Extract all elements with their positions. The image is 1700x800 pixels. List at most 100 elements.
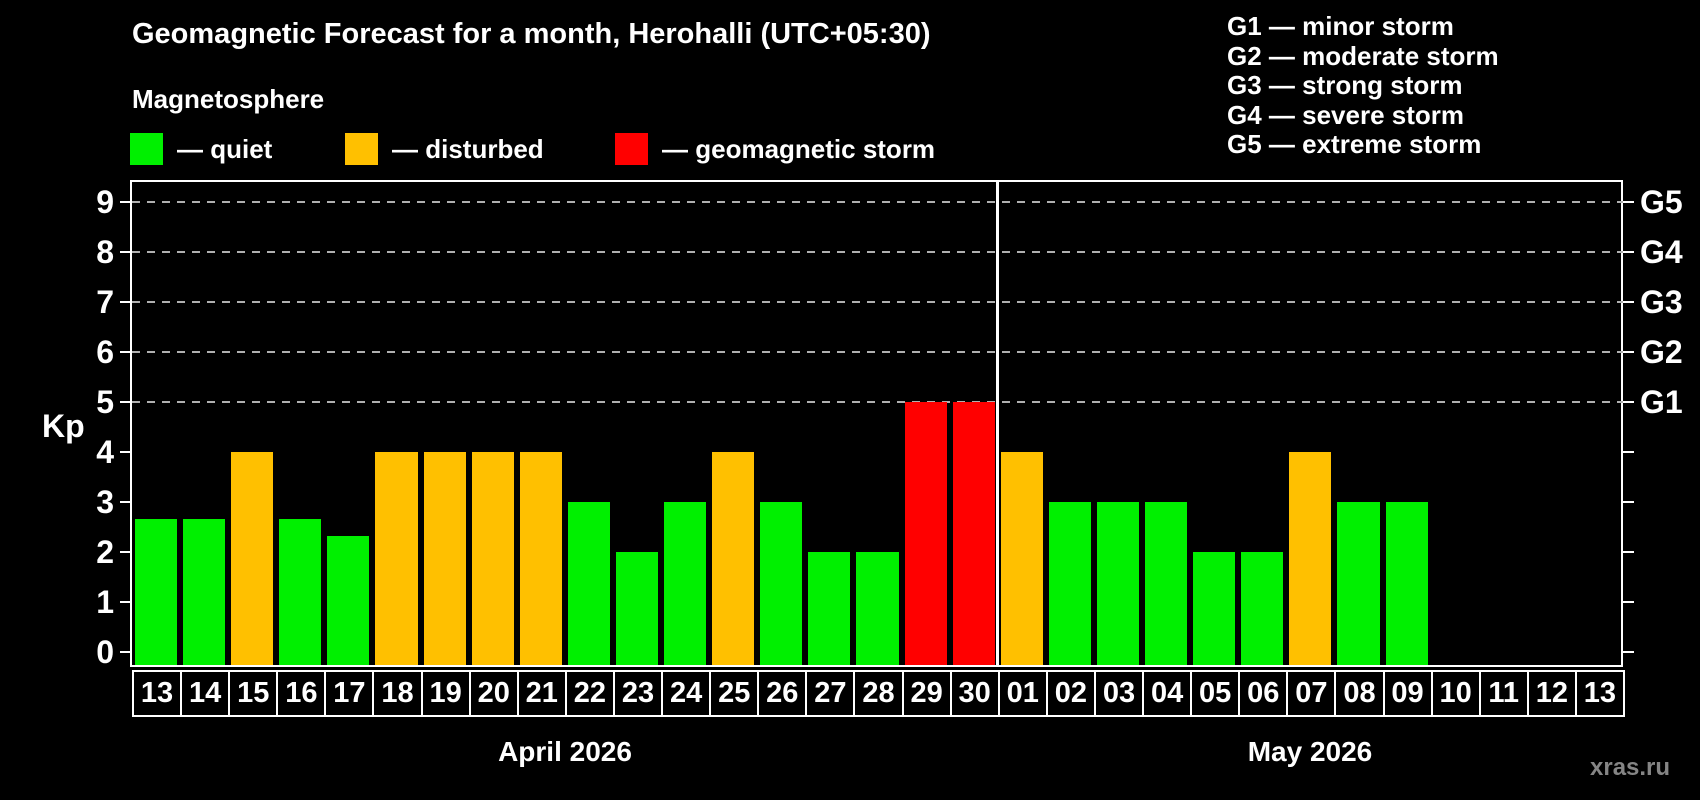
kp-bar bbox=[1337, 502, 1380, 665]
gridline-kp-5 bbox=[132, 401, 1623, 403]
g-level-label-g1: G1 bbox=[1640, 384, 1683, 420]
kp-axis-label: Kp bbox=[42, 408, 85, 444]
day-label-cell: 22 bbox=[564, 670, 615, 717]
gridline-kp-7 bbox=[132, 301, 1623, 303]
kp-bar bbox=[1000, 452, 1043, 665]
kp-bar bbox=[183, 518, 226, 665]
kp-bar bbox=[664, 502, 707, 665]
y-axis-tick bbox=[120, 401, 131, 403]
day-label-cell: 11 bbox=[1478, 670, 1529, 717]
y-tick-label: 0 bbox=[96, 634, 114, 670]
kp-bar bbox=[279, 518, 322, 665]
day-label-cell: 04 bbox=[1142, 670, 1193, 717]
day-label-cell: 03 bbox=[1093, 670, 1145, 717]
y-tick-label: 5 bbox=[96, 384, 114, 420]
kp-bar bbox=[760, 502, 803, 665]
right-axis-tick bbox=[1623, 201, 1634, 203]
right-axis-tick bbox=[1623, 351, 1634, 353]
kp-bar bbox=[519, 452, 562, 665]
legend-swatch-storm bbox=[615, 133, 648, 165]
y-axis-tick bbox=[120, 201, 131, 203]
y-axis-tick bbox=[120, 451, 131, 453]
y-tick-label: 3 bbox=[96, 484, 114, 520]
day-label-cell: 01 bbox=[997, 670, 1048, 717]
kp-bar bbox=[423, 452, 466, 665]
kp-bar bbox=[856, 552, 899, 665]
legend-label-storm: — geomagnetic storm bbox=[662, 134, 936, 164]
day-label-cell: 15 bbox=[228, 670, 279, 717]
day-label-cell: 21 bbox=[516, 670, 567, 717]
kp-bar bbox=[567, 502, 610, 665]
day-label-cell: 08 bbox=[1334, 670, 1385, 717]
day-label-cell: 06 bbox=[1238, 670, 1289, 717]
g-legend-line: G1 — minor storm bbox=[1227, 11, 1454, 41]
day-label-cell: 30 bbox=[949, 670, 1000, 717]
magnetosphere-label: Magnetosphere bbox=[132, 84, 325, 114]
kp-bar bbox=[231, 452, 274, 665]
day-label-cell: 14 bbox=[180, 670, 231, 717]
y-tick-label: 6 bbox=[96, 334, 114, 370]
day-label-cell: 07 bbox=[1286, 670, 1337, 717]
kp-bar bbox=[135, 518, 178, 665]
y-axis-tick bbox=[120, 251, 131, 253]
g-legend-line: G2 — moderate storm bbox=[1227, 40, 1499, 71]
day-label-cell: 17 bbox=[324, 670, 375, 717]
right-axis-tick bbox=[1623, 451, 1634, 453]
day-label-cell: 13 bbox=[132, 670, 183, 717]
right-axis-tick bbox=[1623, 601, 1634, 603]
day-label-cell: 05 bbox=[1190, 670, 1241, 717]
kp-bar bbox=[1241, 552, 1284, 665]
g-level-label-g4: G4 bbox=[1640, 234, 1683, 270]
day-label-cell: 24 bbox=[661, 670, 712, 717]
watermark: xras.ru bbox=[1590, 754, 1671, 781]
y-axis-tick bbox=[120, 351, 131, 353]
day-label-cell: 09 bbox=[1382, 670, 1433, 717]
month-separator-line bbox=[996, 182, 1000, 665]
month-label-april: April 2026 bbox=[498, 736, 632, 767]
y-axis-tick bbox=[120, 601, 131, 603]
y-axis-tick bbox=[120, 501, 131, 503]
kp-bar bbox=[1289, 452, 1332, 665]
y-axis-tick bbox=[120, 301, 131, 303]
y-tick-label: 2 bbox=[96, 534, 114, 570]
day-label-cell: 23 bbox=[612, 670, 664, 717]
day-label-cell: 13 bbox=[1574, 670, 1625, 717]
day-label-cell: 28 bbox=[853, 670, 904, 717]
kp-bar bbox=[327, 535, 370, 665]
y-tick-label: 1 bbox=[96, 584, 114, 620]
legend-swatch-disturbed bbox=[345, 133, 378, 165]
gridline-kp-9 bbox=[132, 201, 1623, 203]
day-label-cell: 12 bbox=[1526, 670, 1577, 717]
y-axis-tick bbox=[120, 551, 131, 553]
kp-bar bbox=[952, 402, 995, 665]
right-axis-tick bbox=[1623, 551, 1634, 553]
g-legend-line: G5 — extreme storm bbox=[1227, 129, 1482, 159]
y-tick-label: 8 bbox=[96, 234, 114, 270]
kp-bar bbox=[1385, 502, 1428, 665]
y-tick-label: 4 bbox=[96, 434, 114, 470]
legend-label-quiet: — quiet bbox=[177, 134, 273, 164]
right-axis-tick bbox=[1623, 401, 1634, 403]
legend-swatch-quiet bbox=[130, 133, 163, 165]
y-axis-tick bbox=[120, 651, 131, 653]
kp-bar bbox=[1193, 552, 1236, 665]
right-axis-tick bbox=[1623, 301, 1634, 303]
legend-label-disturbed: — disturbed bbox=[392, 134, 544, 164]
kp-bar bbox=[615, 552, 659, 665]
g-legend-line: G4 — severe storm bbox=[1227, 99, 1465, 130]
gridline-kp-6 bbox=[132, 351, 1623, 353]
y-tick-label: 7 bbox=[96, 284, 114, 320]
g-legend-line: G3 — strong storm bbox=[1227, 70, 1463, 100]
g-level-label-g2: G2 bbox=[1640, 334, 1683, 370]
kp-bar bbox=[712, 452, 755, 665]
kp-bar bbox=[1048, 502, 1091, 665]
day-label-cell: 29 bbox=[901, 670, 952, 717]
kp-bar bbox=[808, 552, 851, 665]
gridline-kp-8 bbox=[132, 251, 1623, 253]
right-axis-tick bbox=[1623, 501, 1634, 503]
kp-bar bbox=[375, 452, 418, 665]
day-label-cell: 20 bbox=[468, 670, 519, 717]
right-axis-tick bbox=[1623, 251, 1634, 253]
month-label-may: May 2026 bbox=[1247, 736, 1373, 767]
